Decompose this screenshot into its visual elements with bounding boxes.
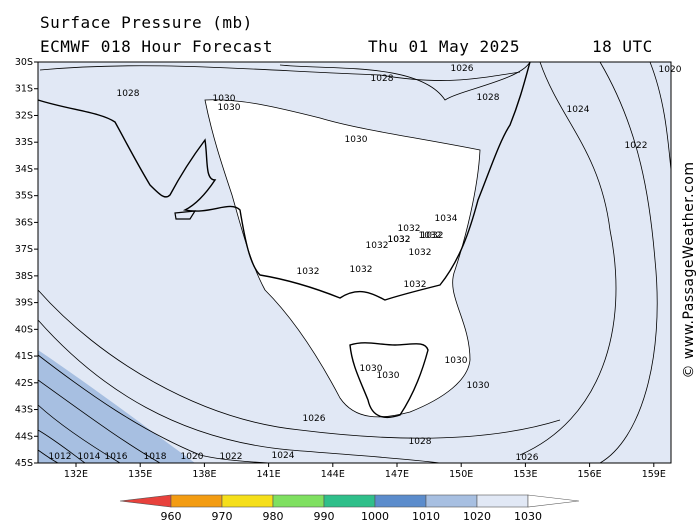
isobar-label: 1032 <box>366 241 389 251</box>
map <box>37 61 672 464</box>
isobar-label: 1022 <box>625 141 648 151</box>
isobar-label: 1032 <box>398 224 421 234</box>
lon-label: 141E <box>257 469 281 480</box>
lat-label: 43S <box>15 405 33 416</box>
isobar-label: 1028 <box>117 89 140 99</box>
lat-label: 38S <box>15 271 33 282</box>
dynamic-layer: 30S 31S 32S 33S 34S 35S 36S 37S 38S 39S 40S 41S 42S 4… <box>15 57 682 523</box>
isobar-label: 1022 <box>220 452 243 462</box>
lat-label: 39S <box>15 298 33 309</box>
lon-label: 153E <box>513 469 537 480</box>
colorbar-segment <box>374 494 427 508</box>
isobar-label: 1032 <box>388 235 411 245</box>
isobar-label: 1030 <box>213 94 236 104</box>
isobar-label: 1024 <box>272 451 295 461</box>
isobar-label: 1028 <box>371 74 394 84</box>
isobar-label: 1024 <box>567 105 590 115</box>
isobar-label: 1032 <box>409 248 432 258</box>
colorbar-arrow <box>119 494 172 508</box>
lon-label: 132E <box>64 469 88 480</box>
lon-label: 138E <box>192 469 216 480</box>
lat-label: 35S <box>15 191 33 202</box>
isobar-label: 1014 <box>78 452 101 462</box>
isobar-label: 1030 <box>345 135 368 145</box>
isobar-label: 1026 <box>451 64 474 74</box>
isobar-label: 1034 <box>435 214 458 224</box>
isobar-label: 1032 <box>404 280 427 290</box>
lat-label: 31S <box>15 84 33 95</box>
isobar-label: 1026 <box>516 453 539 463</box>
lon-label: 147E <box>385 469 409 480</box>
lat-label: 30S <box>15 57 33 68</box>
lat-label: 34S <box>15 164 33 175</box>
title: Surface Pressure (mb) <box>40 13 253 32</box>
kangaroo-island <box>174 210 197 220</box>
isobar-label: 1020 <box>659 65 682 75</box>
lon-label: 135E <box>128 469 152 480</box>
forecast-date: Thu 01 May 2025 <box>368 37 520 56</box>
colorbar-segment <box>476 494 529 508</box>
isobar-label: 1032 <box>297 267 320 277</box>
isobar-label: 1030 <box>377 371 400 381</box>
isobar-label: 1016 <box>105 452 128 462</box>
colorbar-label: 970 <box>212 510 233 523</box>
isobar-label: 1032 <box>388 235 411 245</box>
colorbar-label: 1010 <box>412 510 440 523</box>
colorbar-label: 980 <box>263 510 284 523</box>
lat-label: 41S <box>15 351 33 362</box>
forecast-time: 18 UTC <box>592 37 653 56</box>
colorbar-label: 1020 <box>463 510 491 523</box>
isobar-label: 1028 <box>477 93 500 103</box>
lat-label: 33S <box>15 137 33 148</box>
colorbar-label: 1000 <box>361 510 389 523</box>
lat-label: 42S <box>15 378 33 389</box>
low-pressure-band <box>38 350 195 463</box>
isobar-label: 1030 <box>467 381 490 391</box>
watermark: © www.PassageWeather.com <box>681 161 697 378</box>
lon-label: 144E <box>321 469 345 480</box>
lat-label: 37S <box>15 244 33 255</box>
colorbar-label: 1030 <box>514 510 542 523</box>
colorbar-arrow <box>527 494 580 508</box>
lon-label: 150E <box>449 469 473 480</box>
isobar-label: 1030 <box>445 356 468 366</box>
lon-label: 159E <box>642 469 666 480</box>
colorbar-segment <box>170 494 223 508</box>
colorbar-segment <box>221 494 274 508</box>
map-frame <box>37 61 672 464</box>
colorbar-segment <box>272 494 325 508</box>
isobar-label: 1032 <box>421 231 444 241</box>
colorbar-segment <box>323 494 376 508</box>
lat-label: 36S <box>15 217 33 228</box>
tasmania-coastline <box>349 342 429 418</box>
isobar-label: 1030 <box>360 364 383 374</box>
lon-label: 156E <box>578 469 602 480</box>
isobar-label: 1026 <box>303 414 326 424</box>
subtitle: ECMWF 018 Hour Forecast <box>40 37 273 56</box>
isobar-label: 1032 <box>350 265 373 275</box>
isobar-label: 1028 <box>409 437 432 447</box>
isobar-label: 1018 <box>144 452 167 462</box>
lat-label: 40S <box>15 324 33 335</box>
lat-label: 45S <box>15 458 33 469</box>
colorbar-label: 960 <box>161 510 182 523</box>
isobar-label: 1020 <box>181 452 204 462</box>
isobar-label: 1030 <box>218 103 241 113</box>
coastline <box>37 61 531 301</box>
colorbar-label: 990 <box>314 510 335 523</box>
isobar-label: 1032 <box>419 231 442 241</box>
lat-label: 32S <box>15 110 33 121</box>
isobar-label: 1012 <box>49 452 72 462</box>
isobars <box>37 61 672 464</box>
lat-label: 44S <box>15 431 33 442</box>
colorbar-segment <box>425 494 478 508</box>
